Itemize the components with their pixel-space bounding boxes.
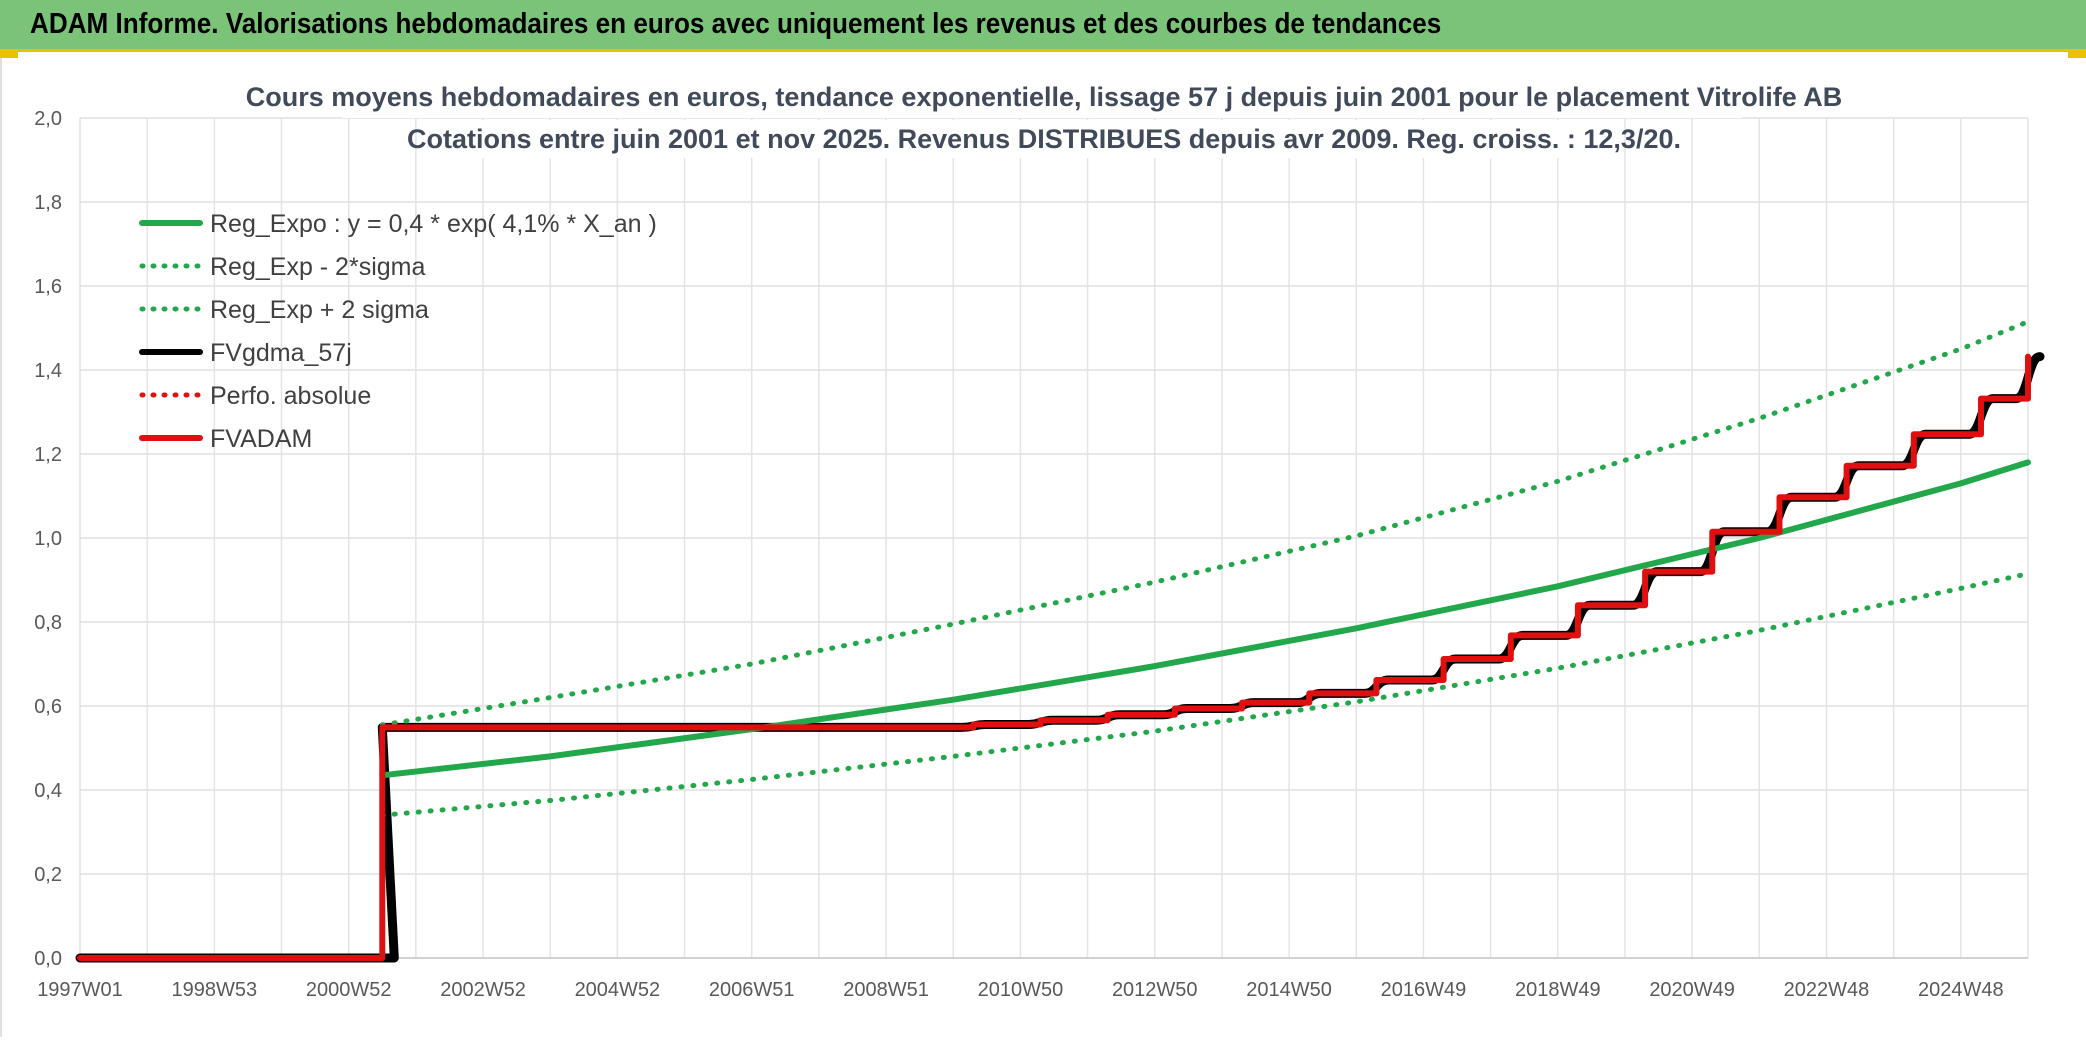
legend-label: Reg_Exp - 2*sigma (210, 253, 425, 281)
x-tick-label: 2002W52 (440, 979, 526, 1001)
series-line-2 (379, 319, 2031, 728)
y-tick-label: 2,0 (34, 108, 62, 130)
x-tick-label: 2024W48 (1918, 979, 2004, 1001)
series-line-0 (379, 459, 2031, 779)
grid (79, 117, 2029, 959)
line-chart: 0,0 0,2 0,4 0,6 0,8 1,0 1,2 1,4 1,6 1,8 2,0 1997W01… (34, 80, 2045, 1001)
x-tick-label: 2018W49 (1515, 979, 1601, 1001)
x-tick-label: 2016W49 (1381, 979, 1467, 1001)
x-tick-label: 2014W50 (1246, 979, 1332, 1001)
series-layer (75, 319, 2045, 963)
chart-title: Cours moyens hebdomadaires en euros, ten… (246, 82, 1842, 112)
y-tick-label: 1,2 (34, 444, 62, 466)
x-tick-label: 2010W50 (978, 979, 1064, 1001)
x-tick-label: 2008W51 (843, 979, 929, 1001)
y-tick-label: 1,8 (34, 192, 62, 214)
x-tick-label: 2020W49 (1649, 979, 1735, 1001)
legend-label: FVADAM (210, 425, 312, 453)
chart-subtitle: Cotations entre juin 2001 et nov 2025. R… (407, 124, 1681, 154)
x-tick-label: 2012W50 (1112, 979, 1198, 1001)
y-tick-label: 0,0 (34, 948, 62, 970)
series-line-1 (379, 571, 2031, 818)
x-tick-label: 2022W48 (1784, 979, 1870, 1001)
report-title: ADAM Informe. Valorisations hebdomadaire… (30, 8, 1442, 40)
x-tick-label: 2006W51 (709, 979, 795, 1001)
chart-area: 0,0 0,2 0,4 0,6 0,8 1,0 1,2 1,4 1,6 1,8 2,0 1997W01… (0, 58, 2086, 1037)
legend-label: Reg_Exp + 2 sigma (210, 296, 429, 324)
title-layer: Cours moyens hebdomadaires en euros, ten… (246, 80, 1842, 158)
report-header: ADAM Informe. Valorisations hebdomadaire… (0, 0, 2086, 52)
x-tick-label: 1997W01 (37, 979, 123, 1001)
x-tick-label: 1998W53 (172, 979, 258, 1001)
legend: Reg_Expo : y = 0,4 * exp( 4,1% * X_an ) R… (139, 210, 657, 453)
y-tick-label: 0,6 (34, 696, 62, 718)
legend-label: FVgdma_57j (210, 339, 352, 367)
title-background (342, 80, 1742, 118)
x-tick-label: 2004W52 (575, 979, 661, 1001)
series-line-5 (77, 353, 2031, 961)
series-line-3 (75, 352, 2045, 963)
corner-marker (0, 52, 18, 60)
corner-marker (2068, 52, 2086, 60)
y-tick-label: 0,4 (34, 780, 62, 802)
y-tick-label: 0,2 (34, 864, 62, 886)
y-tick-label: 0,8 (34, 612, 62, 634)
y-tick-label: 1,6 (34, 276, 62, 298)
legend-label: Reg_Expo : y = 0,4 * exp( 4,1% * X_an ) (210, 210, 657, 238)
subtitle-background (472, 120, 1622, 158)
x-tick-label: 2000W52 (306, 979, 392, 1001)
y-tick-label: 1,0 (34, 528, 62, 550)
legend-label: Perfo. absolue (210, 382, 371, 410)
y-tick-label: 1,4 (34, 360, 62, 382)
axes: 0,0 0,2 0,4 0,6 0,8 1,0 1,2 1,4 1,6 1,8 2,0 1997W01… (34, 108, 2028, 1001)
